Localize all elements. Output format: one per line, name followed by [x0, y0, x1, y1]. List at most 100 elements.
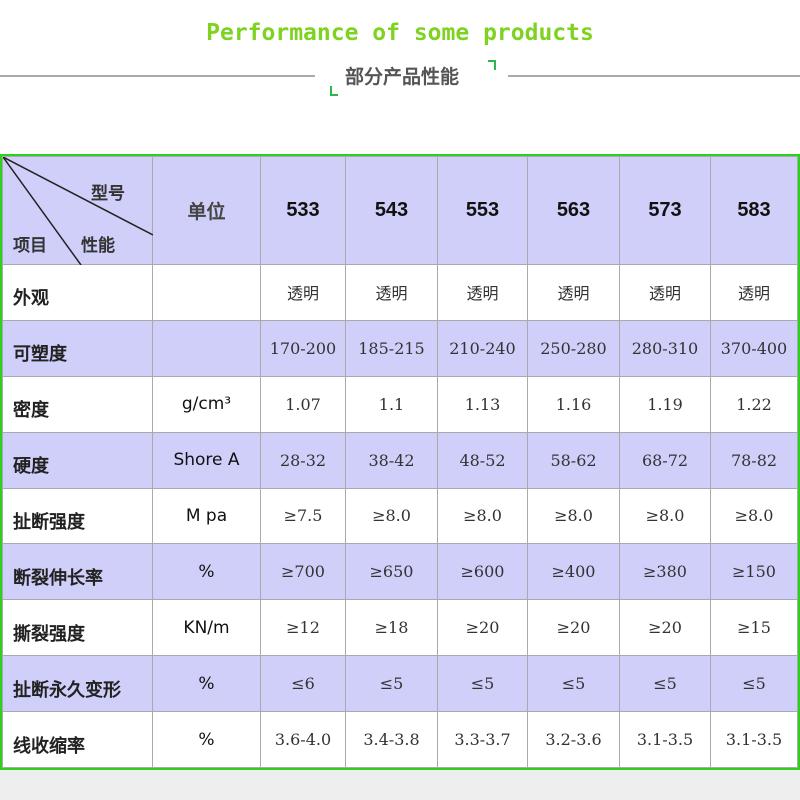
model-header-543: 543 — [345, 156, 438, 265]
table-row: 扯断强度 M pa ≥7.5 ≥8.0 ≥8.0 ≥8.0 ≥8.0 ≥8.0 — [2, 487, 798, 545]
value-cell: ≤5 — [619, 655, 711, 712]
value-cell: ≥8.0 — [437, 487, 528, 545]
value-cell: ≥700 — [260, 543, 346, 601]
divider-right — [508, 75, 800, 77]
value-cell: 3.2-3.6 — [527, 711, 620, 768]
performance-table: 型号 项目 性能 单位 533 543 553 563 573 583 外观 透明 透明 透明透… — [0, 154, 800, 770]
value-cell: 1.19 — [619, 375, 711, 433]
value-cell: ≤6 — [260, 655, 346, 712]
value-cell: 38-42 — [345, 431, 438, 489]
value-cell: 1.07 — [260, 375, 346, 433]
value-cell: 透明 — [527, 264, 620, 321]
row-unit — [152, 264, 261, 321]
value-cell: 3.3-3.7 — [437, 711, 528, 768]
value-cell: 1.1 — [345, 375, 438, 433]
value-cell: 185-215 — [345, 319, 438, 377]
row-label: 密度 — [2, 375, 153, 433]
value-cell: ≥20 — [527, 599, 620, 657]
value-cell: ≥150 — [710, 543, 798, 601]
value-cell: 透明 — [345, 264, 438, 321]
value-cell: 250-280 — [527, 319, 620, 377]
value-cell: 1.13 — [437, 375, 528, 433]
value-cell: 58-62 — [527, 431, 620, 489]
row-unit: M pa — [152, 487, 261, 545]
row-label: 扯断永久变形 — [2, 655, 153, 712]
value-cell: 68-72 — [619, 431, 711, 489]
row-unit: Shore A — [152, 431, 261, 489]
row-unit: % — [152, 543, 261, 601]
value-cell: ≥12 — [260, 599, 346, 657]
corner-property-label: 性能 — [81, 236, 115, 256]
value-cell: ≤5 — [437, 655, 528, 712]
model-header-553: 553 — [437, 156, 528, 265]
row-unit: KN/m — [152, 599, 261, 657]
value-cell: ≥380 — [619, 543, 711, 601]
row-unit — [152, 319, 261, 377]
value-cell: ≥8.0 — [619, 487, 711, 545]
value-cell: 透明 — [710, 264, 798, 321]
value-cell: ≤5 — [710, 655, 798, 712]
row-label: 线收缩率 — [2, 711, 153, 768]
value-cell: 3.1-3.5 — [710, 711, 798, 768]
value-cell: ≥15 — [710, 599, 798, 657]
value-cell: ≥650 — [345, 543, 438, 601]
table-row: 密度 g/cm³ 1.07 1.1 1.13 1.16 1.19 1.22 — [2, 375, 798, 433]
footer-band — [0, 770, 800, 800]
value-cell: 透明 — [437, 264, 528, 321]
value-cell: 透明 — [260, 264, 346, 321]
value-cell: ≤5 — [527, 655, 620, 712]
table-row: 线收缩率% 3.6-4.0 3.4-3.8 3.3-3.7 3.2-3.6 3.1-3.5… — [2, 711, 798, 768]
model-header-563: 563 — [527, 156, 620, 265]
table-row: 可塑度 170-200 185-215 210-240 250-280 280-310 37… — [2, 319, 798, 377]
corner-model-label: 型号 — [91, 184, 125, 204]
value-cell: 3.6-4.0 — [260, 711, 346, 768]
value-cell: 170-200 — [260, 319, 346, 377]
value-cell: 280-310 — [619, 319, 711, 377]
row-label: 撕裂强度 — [2, 599, 153, 657]
corner-item-label: 项目 — [13, 236, 47, 256]
model-header-533: 533 — [260, 156, 346, 265]
value-cell: 370-400 — [710, 319, 798, 377]
table-header-row: 型号 项目 性能 单位 533 543 553 563 573 583 — [2, 156, 798, 265]
row-label: 外观 — [2, 264, 153, 321]
row-label: 硬度 — [2, 431, 153, 489]
value-cell: ≥7.5 — [260, 487, 346, 545]
value-cell: ≥600 — [437, 543, 528, 601]
value-cell: ≥18 — [345, 599, 438, 657]
value-cell: 3.4-3.8 — [345, 711, 438, 768]
model-header-583: 583 — [710, 156, 798, 265]
diagonal-lines — [3, 157, 153, 265]
row-unit: % — [152, 655, 261, 712]
row-unit: % — [152, 711, 261, 768]
row-label: 断裂伸长率 — [2, 543, 153, 601]
value-cell: 1.16 — [527, 375, 620, 433]
row-label: 可塑度 — [2, 319, 153, 377]
corner-cell: 型号 项目 性能 — [2, 156, 153, 265]
value-cell: 3.1-3.5 — [619, 711, 711, 768]
row-label: 扯断强度 — [2, 487, 153, 545]
value-cell: ≥20 — [619, 599, 711, 657]
unit-header: 单位 — [152, 156, 261, 265]
table-row: 撕裂强度 KN/m ≥12 ≥18 ≥20 ≥20 ≥20 ≥15 — [2, 599, 798, 657]
value-cell: 210-240 — [437, 319, 528, 377]
value-cell: ≥20 — [437, 599, 528, 657]
value-cell: 28-32 — [260, 431, 346, 489]
table-row: 外观 透明 透明 透明 透明 透明 透明 — [2, 264, 798, 321]
value-cell: 78-82 — [710, 431, 798, 489]
value-cell: 透明 — [619, 264, 711, 321]
value-cell: ≥8.0 — [345, 487, 438, 545]
value-cell: 1.22 — [710, 375, 798, 433]
table-row: 硬度 Shore A 28-32 38-42 48-52 58-62 68-72 78-82 — [2, 431, 798, 489]
divider-left — [0, 75, 315, 77]
page-subtitle: 部分产品性能 — [345, 66, 460, 88]
value-cell: ≥8.0 — [710, 487, 798, 545]
table-row: 扯断永久变形% ≤6 ≤5 ≤5 ≤5 ≤5 ≤5 — [2, 655, 798, 712]
row-unit: g/cm³ — [152, 375, 261, 433]
table-row: 断裂伸长率% ≥700 ≥650 ≥600 ≥400 ≥380 ≥150 — [2, 543, 798, 601]
bracket-bottom-left-decoration — [330, 86, 338, 96]
value-cell: ≥8.0 — [527, 487, 620, 545]
value-cell: ≤5 — [345, 655, 438, 712]
page-title: Performance of some products — [206, 20, 594, 46]
value-cell: ≥400 — [527, 543, 620, 601]
bracket-top-right-decoration — [488, 60, 496, 70]
